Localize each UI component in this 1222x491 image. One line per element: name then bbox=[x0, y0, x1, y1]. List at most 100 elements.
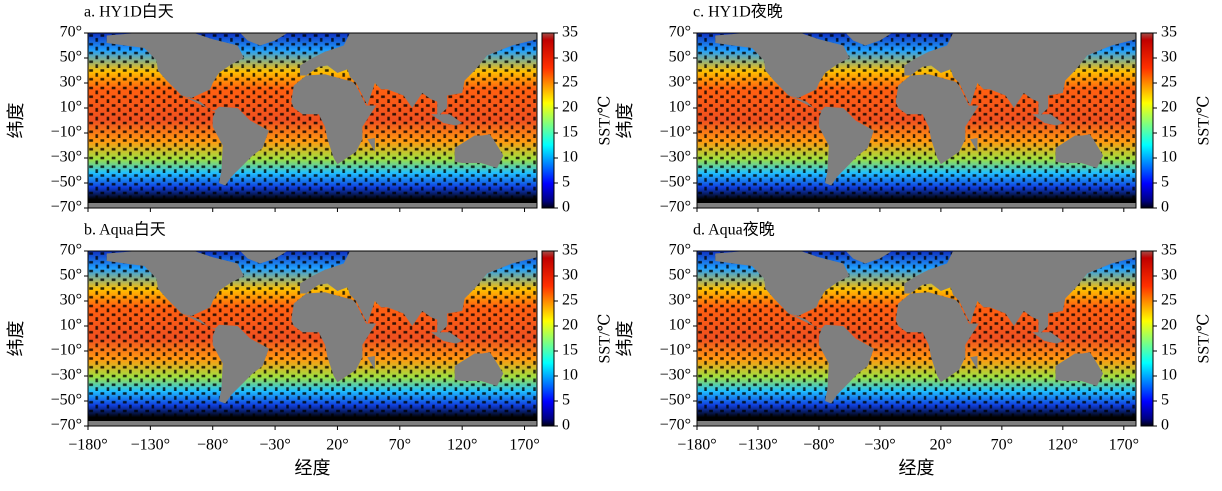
x-tick-label: 170° bbox=[509, 437, 539, 454]
plot-frame bbox=[87, 32, 538, 209]
y-tick-label: −50° bbox=[51, 174, 82, 191]
colorbar-tick-label: 15 bbox=[562, 342, 578, 359]
colorbar-tick-label: 30 bbox=[1161, 267, 1177, 284]
y-tick-label: −70° bbox=[660, 199, 691, 216]
y-tick-label: −70° bbox=[51, 199, 82, 216]
y-tick-label: 70° bbox=[60, 24, 82, 41]
sst-map bbox=[88, 251, 537, 426]
x-tick-label: 20° bbox=[326, 437, 348, 454]
colorbar-tick-label: 15 bbox=[562, 124, 578, 141]
y-axis-label: 纬度 bbox=[6, 321, 26, 357]
plot-frame bbox=[696, 250, 1137, 427]
x-tick-label: 70° bbox=[389, 437, 411, 454]
y-tick-label: 30° bbox=[669, 292, 691, 309]
colorbar-tick-label: 0 bbox=[562, 417, 570, 434]
y-tick-label: −70° bbox=[660, 417, 691, 434]
sst-map bbox=[697, 33, 1136, 208]
y-tick-label: −30° bbox=[660, 367, 691, 384]
y-tick-label: −50° bbox=[660, 392, 691, 409]
sst-map bbox=[697, 251, 1136, 426]
panel-title: a. HY1D白天 bbox=[84, 3, 174, 21]
y-axis-label: 纬度 bbox=[615, 103, 635, 139]
colorbar-tick-label: 10 bbox=[1161, 367, 1177, 384]
panel-title: d. Aqua夜晚 bbox=[693, 221, 775, 239]
colorbar-tick-label: 10 bbox=[562, 149, 578, 166]
sst-map bbox=[88, 33, 537, 208]
colorbar bbox=[541, 250, 555, 427]
colorbar-tick-label: 5 bbox=[1161, 392, 1169, 409]
y-tick-label: 70° bbox=[60, 242, 82, 259]
y-tick-label: 70° bbox=[669, 242, 691, 259]
x-axis-label: 经度 bbox=[295, 458, 331, 478]
colorbar-tick-label: 25 bbox=[1161, 292, 1177, 309]
y-tick-label: −50° bbox=[51, 392, 82, 409]
y-tick-label: 50° bbox=[669, 49, 691, 66]
x-tick-label: 120° bbox=[1048, 437, 1078, 454]
x-tick-label: −130° bbox=[131, 437, 170, 454]
colorbar-tick-label: 20 bbox=[1161, 317, 1177, 334]
y-tick-label: 10° bbox=[60, 317, 82, 334]
y-tick-label: 10° bbox=[669, 317, 691, 334]
y-tick-label: −50° bbox=[660, 174, 691, 191]
x-tick-label: 120° bbox=[447, 437, 477, 454]
colorbar-tick-label: 5 bbox=[562, 392, 570, 409]
panel-title: c. HY1D夜晚 bbox=[693, 3, 783, 21]
colorbar-label: SST/℃ bbox=[1196, 314, 1213, 364]
colorbar-tick-label: 35 bbox=[1161, 242, 1177, 259]
y-tick-label: 10° bbox=[60, 99, 82, 116]
x-tick-label: −30° bbox=[864, 437, 895, 454]
colorbar-tick-label: 30 bbox=[562, 49, 578, 66]
colorbar-tick-label: 20 bbox=[562, 99, 578, 116]
colorbar-label: SST/℃ bbox=[597, 96, 614, 146]
colorbar-tick-label: 25 bbox=[562, 74, 578, 91]
x-tick-label: 20° bbox=[930, 437, 952, 454]
y-tick-label: −10° bbox=[51, 124, 82, 141]
colorbar-tick-label: 30 bbox=[562, 267, 578, 284]
colorbar-tick-label: 35 bbox=[562, 242, 578, 259]
y-tick-label: 50° bbox=[669, 267, 691, 284]
y-axis-label: 纬度 bbox=[6, 103, 26, 139]
colorbar bbox=[1140, 250, 1154, 427]
colorbar-tick-label: 15 bbox=[1161, 124, 1177, 141]
y-tick-label: −10° bbox=[660, 124, 691, 141]
x-tick-label: −80° bbox=[197, 437, 228, 454]
colorbar-tick-label: 5 bbox=[1161, 174, 1169, 191]
colorbar-tick-label: 30 bbox=[1161, 49, 1177, 66]
colorbar-tick-label: 20 bbox=[562, 317, 578, 334]
plot-frame bbox=[87, 250, 538, 427]
colorbar-tick-label: 25 bbox=[1161, 74, 1177, 91]
y-tick-label: 50° bbox=[60, 49, 82, 66]
x-tick-label: 70° bbox=[991, 437, 1013, 454]
y-tick-label: −70° bbox=[51, 417, 82, 434]
x-tick-label: −80° bbox=[803, 437, 834, 454]
y-tick-label: 10° bbox=[669, 99, 691, 116]
colorbar bbox=[541, 32, 555, 209]
colorbar-tick-label: 15 bbox=[1161, 342, 1177, 359]
y-tick-label: −30° bbox=[51, 149, 82, 166]
colorbar-label: SST/℃ bbox=[1196, 96, 1213, 146]
y-tick-label: −30° bbox=[51, 367, 82, 384]
colorbar-label: SST/℃ bbox=[597, 314, 614, 364]
x-tick-label: −130° bbox=[738, 437, 777, 454]
colorbar bbox=[1140, 32, 1154, 209]
plot-frame bbox=[696, 32, 1137, 209]
y-tick-label: 30° bbox=[669, 74, 691, 91]
x-tick-label: −180° bbox=[677, 437, 716, 454]
y-axis-label: 纬度 bbox=[615, 321, 635, 357]
colorbar-tick-label: 10 bbox=[562, 367, 578, 384]
y-tick-label: 70° bbox=[669, 24, 691, 41]
y-tick-label: 30° bbox=[60, 292, 82, 309]
y-tick-label: −10° bbox=[51, 342, 82, 359]
x-tick-label: 170° bbox=[1109, 437, 1139, 454]
colorbar-tick-label: 25 bbox=[562, 292, 578, 309]
colorbar-tick-label: 20 bbox=[1161, 99, 1177, 116]
colorbar-tick-label: 5 bbox=[562, 174, 570, 191]
x-tick-label: −30° bbox=[259, 437, 290, 454]
colorbar-tick-label: 10 bbox=[1161, 149, 1177, 166]
y-tick-label: 50° bbox=[60, 267, 82, 284]
x-tick-label: −180° bbox=[68, 437, 107, 454]
y-tick-label: −30° bbox=[660, 149, 691, 166]
y-tick-label: −10° bbox=[660, 342, 691, 359]
colorbar-tick-label: 35 bbox=[562, 24, 578, 41]
